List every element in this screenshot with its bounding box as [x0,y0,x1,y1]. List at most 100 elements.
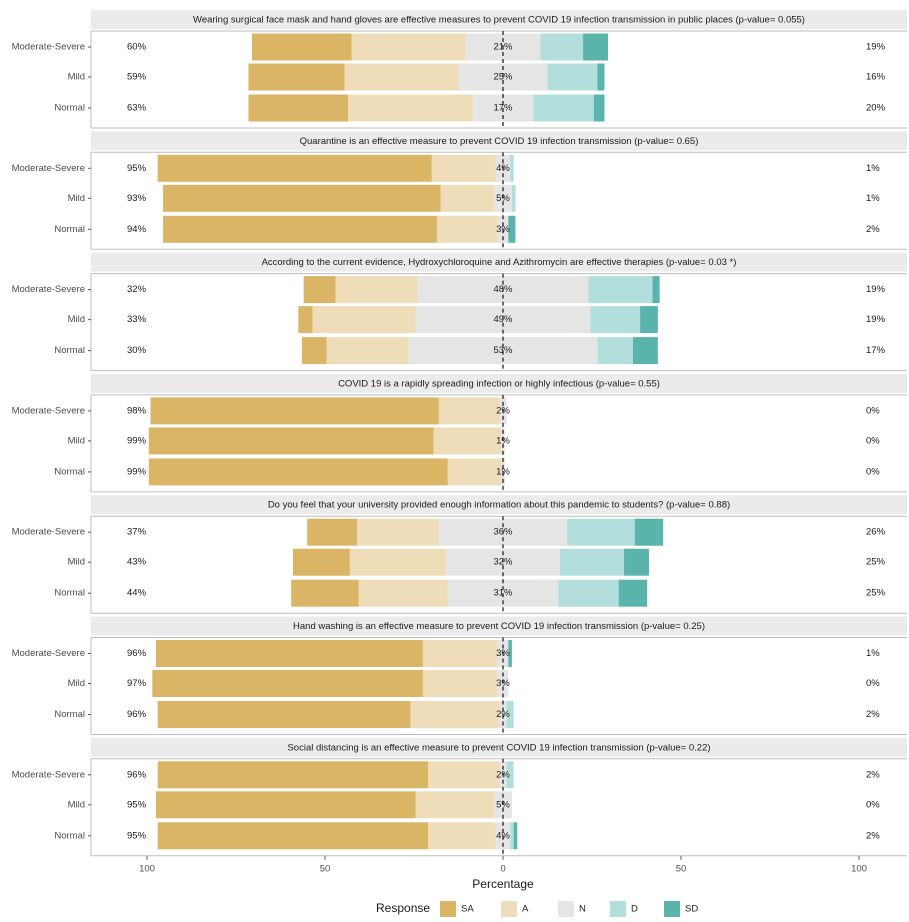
bar-segment-sa [150,397,439,425]
data-label-left: 95% [127,799,147,810]
data-label-left: 95% [127,163,147,174]
bar-segment-sa [307,518,358,546]
bar-segment-d [559,548,625,576]
y-tick-label: Moderate-Severe [12,527,85,538]
bar-segment-sa [157,822,429,850]
y-tick-label: Moderate-Severe [12,648,85,659]
data-label-left: 30% [127,345,147,356]
panel-title: Hand washing is an effective measure to … [293,621,705,632]
bar-segment-a [437,215,498,243]
bar-segment-sa [152,670,423,697]
bar-segment-sa [292,548,350,576]
panel-strip [91,616,907,636]
legend-label-sa: SA [461,904,474,915]
bar-segment-a [428,761,500,789]
y-tick-label: Moderate-Severe [12,284,85,295]
data-label-right: 0% [866,435,880,446]
bar-segment-sa [291,579,359,607]
data-label-center: 48% [493,284,513,295]
y-tick-label: Moderate-Severe [12,769,85,780]
data-label-left: 60% [127,42,147,53]
bar-segment-sd [508,640,512,667]
data-label-center: 5% [496,193,510,204]
legend-label-d: D [631,904,638,915]
panel-strip [91,252,907,272]
y-tick-label: Normal [54,588,85,599]
bar-segment-sd [632,337,658,365]
data-label-right: 0% [866,678,880,689]
legend-title: Response [376,901,430,915]
bar-segment-sa [248,63,345,91]
bar-segment-d [590,306,641,334]
data-label-right: 2% [866,830,880,841]
data-label-center: 2% [496,405,510,416]
bar-segment-d [547,63,598,91]
bar-segment-sa [157,761,429,789]
data-label-right: 2% [866,769,880,780]
legend-swatch-a [501,901,517,917]
legend-label-n: N [579,904,586,915]
bar-segment-sa [155,640,423,667]
data-label-left: 99% [127,466,147,477]
data-label-center: 31% [493,588,513,599]
panel-5: Hand washing is an effective measure to … [88,616,907,735]
legend-label-sd: SD [685,904,698,915]
data-label-center: 4% [496,163,510,174]
bar-segment-sd [508,215,516,243]
data-label-right: 2% [866,709,880,720]
bar-segment-sa [148,427,434,455]
bar-segment-d [510,822,514,850]
bar-segment-sa [148,458,448,486]
bar-segment-d [588,276,653,304]
bar-segment-sa [163,184,441,212]
data-label-left: 96% [127,648,147,659]
x-axis-label: Percentage [472,877,534,891]
bar-segment-sa [157,701,411,728]
bar-segment-a [344,63,459,91]
bar-segment-d [558,579,619,607]
bar-segment-sd [593,94,605,122]
legend-label-a: A [522,904,529,915]
data-label-center: 25% [493,72,513,83]
bar-segment-a [438,397,500,425]
panel-title: Do you feel that your university provide… [268,500,730,511]
bar-segment-d [510,154,514,182]
data-label-left: 37% [127,527,147,538]
y-tick-label: Normal [54,830,85,841]
y-tick-label: Moderate-Severe [12,42,85,53]
data-label-left: 32% [127,284,147,295]
bar-segment-a [422,670,498,697]
bar-segment-d [511,184,516,212]
data-label-center: 3% [496,678,510,689]
panel-title: COVID 19 is a rapidly spreading infectio… [338,378,660,389]
legend-swatch-n [558,901,574,917]
x-tick-label: 100 [139,863,155,874]
bar-segment-a [431,154,496,182]
panel-title: According to the current evidence, Hydro… [262,257,737,268]
data-label-right: 0% [866,466,880,477]
panel-strip [91,373,907,393]
bar-segment-sa [301,337,327,365]
bar-segment-a [348,94,473,122]
bar-segment-d [597,337,633,365]
x-tick-label: 50 [676,863,687,874]
x-tick-label: 100 [851,863,867,874]
bar-segment-sa [155,791,416,819]
y-tick-label: Mild [68,678,85,689]
data-label-right: 1% [866,193,880,204]
bar-segment-sd [634,518,664,546]
panel-4: Do you feel that your university provide… [88,495,907,614]
data-label-left: 44% [127,588,147,599]
bar-segment-a [351,33,466,61]
bar-segment-sa [252,33,352,61]
panel-strip [91,495,907,515]
bar-segment-sd [624,548,649,576]
y-tick-label: Mild [68,72,85,83]
data-label-right: 26% [866,527,886,538]
panel-strip [91,737,907,757]
data-label-center: 49% [493,314,513,325]
data-label-center: 32% [493,557,513,568]
bar-segment-a [358,579,448,607]
bar-segment-d [506,761,514,789]
